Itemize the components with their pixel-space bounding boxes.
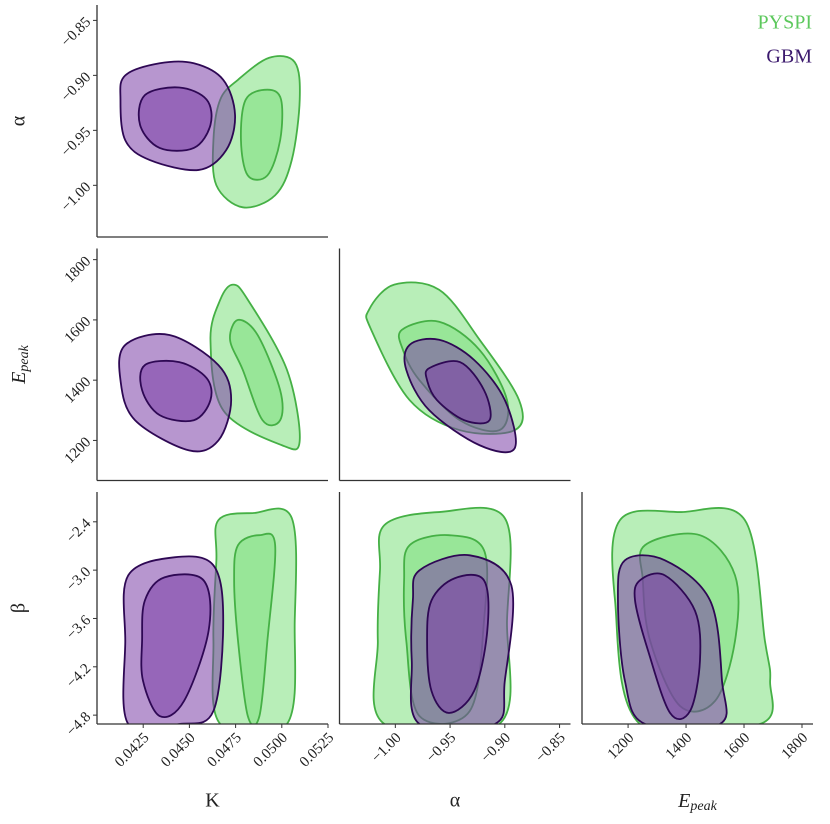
legend-entry: GBM [766, 46, 812, 68]
x-tick-label: 0.0450 [158, 730, 198, 770]
y-tick-label: −3.6 [64, 612, 95, 643]
x-tick-label: −0.85 [533, 730, 569, 766]
contour [139, 359, 213, 423]
axis-label-main: E [8, 372, 30, 385]
x-tick-label: 1800 [779, 730, 812, 763]
y-tick-label: −0.95 [58, 124, 94, 160]
panel [122, 507, 298, 724]
panel [119, 55, 301, 209]
axis-label: Epeak [677, 790, 717, 815]
x-tick-label: 0.0475 [204, 730, 244, 770]
y-tick-label: −0.90 [58, 69, 94, 105]
contour [140, 573, 212, 718]
contour [137, 86, 213, 152]
x-tick-label: 1600 [721, 730, 754, 763]
y-tick-label: −2.4 [64, 515, 95, 546]
x-tick-label: 0.0500 [251, 730, 291, 770]
legend-entry: PYSPI [758, 12, 812, 34]
contour [233, 532, 277, 724]
x-tick-label: −0.90 [478, 730, 514, 766]
y-tick-label: −0.85 [58, 14, 94, 50]
contour [426, 573, 490, 714]
panel [118, 283, 301, 453]
x-tick-label: −0.95 [423, 730, 459, 766]
y-tick-label: 1600 [62, 314, 95, 347]
y-tick-label: −4.8 [64, 709, 95, 740]
axis-label-sub: peak [17, 344, 32, 372]
contour [229, 318, 284, 427]
contour [424, 360, 492, 425]
panel [365, 281, 524, 454]
contour [633, 572, 702, 720]
axis-label: Epeak [8, 344, 33, 384]
panel [372, 506, 515, 724]
axis-label-main: E [677, 790, 690, 812]
y-tick-label: 1200 [62, 434, 95, 467]
axis-label: α [450, 790, 461, 812]
y-tick-label: −3.0 [64, 564, 95, 595]
contour [239, 88, 284, 181]
panel [611, 507, 774, 724]
axis-label: K [205, 790, 220, 812]
y-tick-label: −4.2 [64, 661, 95, 692]
y-tick-label: 1800 [62, 254, 95, 287]
x-tick-label: 1200 [605, 730, 638, 763]
axis-label: α [8, 115, 30, 126]
x-tick-label: −1.00 [369, 730, 405, 766]
x-tick-label: 0.0425 [112, 730, 152, 770]
axis-label: β [8, 603, 30, 613]
x-tick-label: 0.0525 [297, 730, 337, 770]
axis-label-sub: peak [689, 799, 717, 814]
y-tick-label: −1.00 [58, 179, 94, 215]
y-tick-label: 1400 [62, 374, 95, 407]
x-tick-label: 1400 [663, 730, 696, 763]
